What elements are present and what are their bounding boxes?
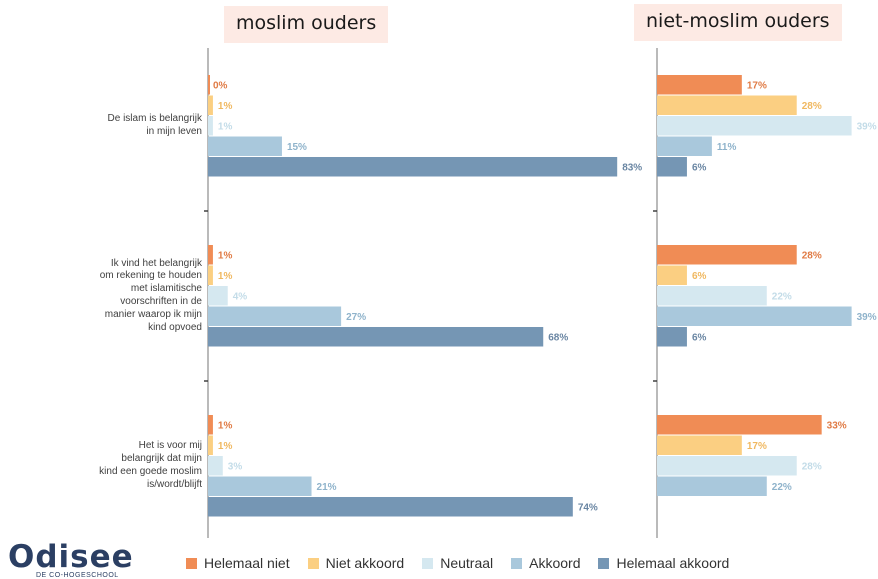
data-label: 22% (772, 291, 792, 302)
legend-label: Akkoord (529, 555, 581, 571)
bar (208, 95, 213, 115)
category-label-line: belangrijk dat mijn (121, 453, 202, 465)
data-label: 74% (578, 502, 598, 513)
data-label: 33% (827, 420, 847, 431)
data-label: 11% (717, 142, 737, 153)
legend-swatch (598, 557, 610, 569)
data-label: 17% (747, 80, 767, 91)
bar (208, 415, 213, 435)
legend: Helemaal niet Niet akkoord Neutraal Akkoord… (186, 555, 747, 571)
bar (657, 476, 767, 496)
data-label: 6% (692, 332, 707, 343)
data-label: 17% (747, 441, 767, 452)
data-label: 83% (622, 162, 642, 173)
bar (657, 95, 797, 115)
bar (657, 136, 712, 156)
bar (657, 116, 852, 136)
category-label-line: is/wordt/blijft (146, 478, 202, 490)
bar (208, 157, 618, 177)
bar (208, 265, 213, 285)
bar (657, 286, 767, 306)
bar (657, 456, 797, 476)
legend-label: Niet akkoord (325, 555, 405, 571)
data-label: 6% (692, 162, 707, 173)
bar (208, 476, 312, 496)
category-label-line: voorschriften in de (120, 295, 202, 307)
data-label: 22% (772, 482, 792, 493)
bar (657, 327, 687, 347)
odisee-logo: Odisee (8, 539, 134, 575)
bar (208, 306, 342, 326)
bar (208, 456, 223, 476)
data-label: 15% (287, 142, 307, 153)
legend-swatch (186, 557, 197, 569)
category-label-line: met islamitische (130, 283, 202, 295)
legend-item: Neutraal (422, 555, 493, 571)
legend-item: Akkoord (511, 555, 580, 571)
category-label: Het is voor mij belangrijk dat mijn kind e… (92, 440, 202, 491)
bar (208, 286, 228, 306)
legend-swatch (422, 557, 434, 569)
legend-swatch (307, 557, 319, 569)
category-label-line: in mijn leven (146, 125, 202, 137)
legend-swatch (511, 557, 523, 569)
category-label-line: Het is voor mij (138, 440, 202, 452)
data-label: 28% (802, 101, 822, 112)
bar (657, 306, 852, 326)
bar (208, 435, 213, 455)
legend-label: Neutraal (440, 555, 494, 571)
category-label-line: om rekening te houden (99, 270, 202, 282)
data-label: 28% (802, 250, 822, 261)
bar (208, 497, 573, 517)
left-panel-title: moslim ouders (224, 6, 389, 43)
legend-item: Helemaal niet (186, 555, 290, 571)
data-label: 1% (218, 101, 233, 112)
category-label-line: Ik vind het belangrijk (110, 257, 202, 269)
bar (208, 116, 213, 136)
legend-label: Helemaal niet (204, 555, 290, 571)
bar (657, 435, 742, 455)
bar (657, 157, 687, 177)
data-label: 1% (218, 420, 233, 431)
legend-item: Helemaal akkoord (598, 555, 729, 571)
data-label: 27% (346, 312, 366, 323)
category-label-line: kind opvoed (148, 321, 202, 333)
bar (657, 265, 687, 285)
data-label: 39% (857, 121, 877, 132)
data-label: 68% (548, 332, 568, 343)
legend-label: Helemaal akkoord (616, 555, 730, 571)
data-label: 1% (218, 271, 233, 282)
bar (657, 245, 797, 265)
category-label-line: De islam is belangrijk (107, 113, 202, 125)
logo-subtitle: DE CO-HOGESCHOOL (36, 572, 119, 579)
data-label: 6% (692, 271, 707, 282)
data-label: 1% (218, 121, 233, 132)
data-label: 1% (218, 250, 233, 261)
bar (657, 415, 822, 435)
data-label: 21% (317, 482, 337, 493)
bar (208, 136, 282, 156)
category-label-line: kind een goede moslim (99, 465, 202, 477)
data-label: 3% (228, 461, 243, 472)
data-label: 0% (213, 80, 228, 91)
bar (208, 245, 213, 265)
bar (208, 75, 210, 95)
right-panel-title: niet-moslim ouders (634, 4, 842, 41)
data-label: 28% (802, 461, 822, 472)
bar (657, 75, 742, 95)
data-label: 39% (857, 312, 877, 323)
category-label: Ik vind het belangrijk om rekening te hou… (92, 258, 202, 335)
category-label-line: manier waarop ik mijn (104, 308, 202, 320)
legend-item: Niet akkoord (307, 555, 405, 571)
data-label: 4% (233, 291, 248, 302)
category-label: De islam is belangrijk in mijn leven (92, 113, 202, 139)
bar (208, 327, 544, 347)
data-label: 1% (218, 441, 233, 452)
